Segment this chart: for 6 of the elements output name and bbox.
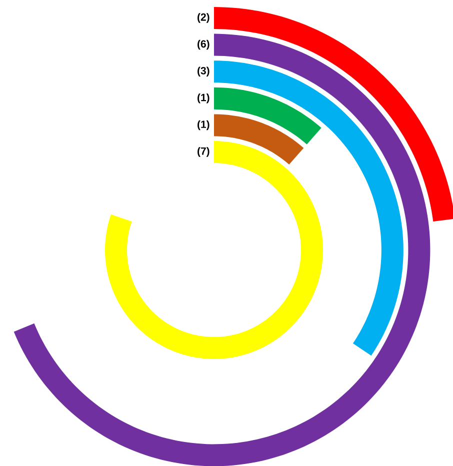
data-label: (2) [198, 13, 210, 23]
data-label: (7) [198, 147, 210, 157]
data-label: (6) [198, 40, 210, 50]
data-label: (1) [198, 94, 210, 104]
data-label: (1) [198, 120, 210, 130]
data-label: (3) [198, 66, 210, 76]
